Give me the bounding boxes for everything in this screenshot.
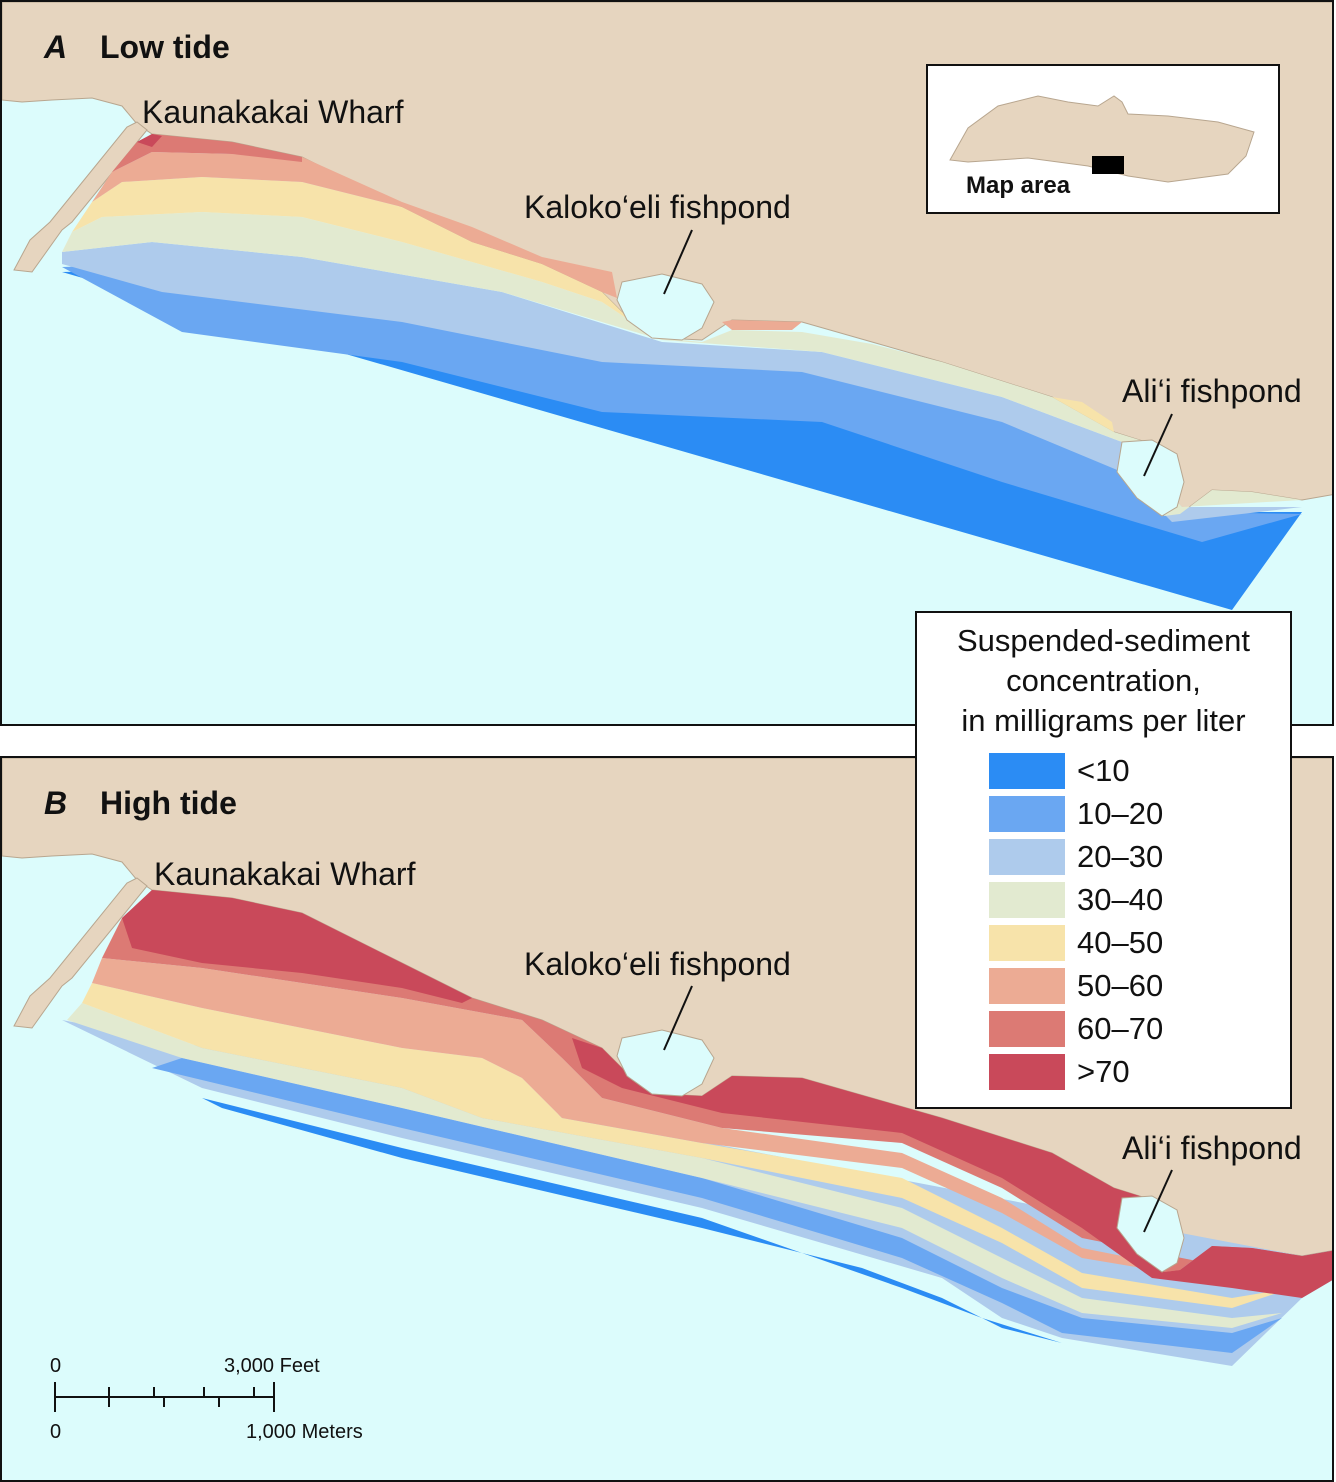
legend: Suspended-sediment concentration, in mil…: [915, 611, 1292, 1109]
legend-label: 40–50: [1077, 925, 1164, 960]
legend-swatch: [989, 839, 1065, 875]
sediment-zones-high-tide: [62, 890, 1332, 1366]
scale-feet-zero: 0: [50, 1355, 61, 1377]
legend-label: 30–40: [1077, 882, 1164, 917]
legend-swatch: [989, 968, 1065, 1004]
scale-feet-label: 3,000 Feet: [224, 1355, 320, 1377]
alii-fishpond: [1116, 1195, 1185, 1273]
legend-item: 10–20: [989, 796, 1289, 832]
zone-30-40: [67, 1003, 1282, 1328]
molokai-island-inset: [949, 95, 1255, 183]
legend-label: 10–20: [1077, 796, 1164, 831]
legend-label: <10: [1077, 753, 1130, 788]
zone-50-60-east: [722, 320, 802, 330]
legend-label: 50–60: [1077, 968, 1164, 1003]
legend-label: 60–70: [1077, 1011, 1164, 1046]
alii-fishpond: [1116, 439, 1185, 517]
alii-label: Ali‘i fishpond: [1122, 1130, 1302, 1166]
kalokoeli-label: Kaloko‘eli fishpond: [524, 946, 791, 982]
scale-bar: 0 3,000 Feet 0 1,000 Meters: [50, 1355, 363, 1443]
zone-lt10: [202, 1098, 1062, 1343]
legend-swatch: [989, 925, 1065, 961]
legend-swatch: [989, 882, 1065, 918]
legend-title-line: concentration,: [1006, 663, 1201, 698]
legend-label: 20–30: [1077, 839, 1164, 874]
zone-60-70: [112, 134, 302, 172]
kalokoeli-label: Kaloko‘eli fishpond: [524, 189, 791, 225]
zone-40-50: [72, 177, 632, 322]
panel-low-tide: A Low tide Kaunakakai Wharf Kaloko‘eli f…: [0, 0, 1334, 726]
legend-title: Suspended-sediment concentration, in mil…: [917, 621, 1290, 741]
zone-10-20: [62, 264, 1302, 542]
legend-item: 30–40: [989, 882, 1289, 918]
legend-item: 40–50: [989, 925, 1289, 961]
legend-item: <10: [989, 753, 1289, 789]
panel-letter: A: [43, 29, 67, 65]
kaunakakai-wharf-pier: [13, 877, 148, 1029]
zone-40-50: [82, 983, 1292, 1308]
scale-meters-zero: 0: [50, 1421, 61, 1443]
alii-leader: [1143, 413, 1173, 477]
legend-item: >70: [989, 1054, 1289, 1090]
zone-50-60: [92, 958, 1302, 1283]
legend-label: >70: [1077, 1054, 1130, 1089]
kalokoeli-leader: [663, 985, 693, 1051]
legend-title-line: in milligrams per liter: [961, 703, 1246, 738]
zone-gt70: [137, 134, 162, 147]
panel-title: Low tide: [100, 29, 230, 65]
scale-meters-label: 1,000 Meters: [246, 1421, 363, 1443]
zone-10-20: [152, 1058, 1282, 1353]
legend-swatch: [989, 1054, 1065, 1090]
panel-letter: B: [44, 785, 67, 821]
alii-leader: [1143, 1169, 1173, 1233]
wharf-label: Kaunakakai Wharf: [154, 856, 416, 892]
legend-title-line: Suspended-sediment: [957, 623, 1250, 658]
legend-item: 50–60: [989, 968, 1289, 1004]
panel-title: High tide: [100, 785, 237, 821]
locator-inset: Map area: [926, 64, 1280, 214]
inset-label: Map area: [966, 172, 1071, 199]
legend-item: 60–70: [989, 1011, 1289, 1047]
alii-label: Ali‘i fishpond: [1122, 373, 1302, 409]
kalokoeli-fishpond: [616, 1029, 715, 1097]
zone-50-60: [92, 152, 617, 298]
legend-item: 20–30: [989, 839, 1289, 875]
zone-20-30: [62, 242, 1302, 522]
zone-gt70-west: [122, 890, 472, 1003]
kalokoeli-leader: [663, 229, 693, 295]
legend-swatch: [989, 796, 1065, 832]
island-shape: [949, 95, 1255, 183]
zone-40-50-east: [1052, 397, 1114, 432]
legend-swatch: [989, 1011, 1065, 1047]
legend-swatch: [989, 753, 1065, 789]
kalokoeli-fishpond: [616, 273, 715, 341]
map-area-marker: [1092, 156, 1124, 174]
wharf-label: Kaunakakai Wharf: [142, 94, 404, 130]
